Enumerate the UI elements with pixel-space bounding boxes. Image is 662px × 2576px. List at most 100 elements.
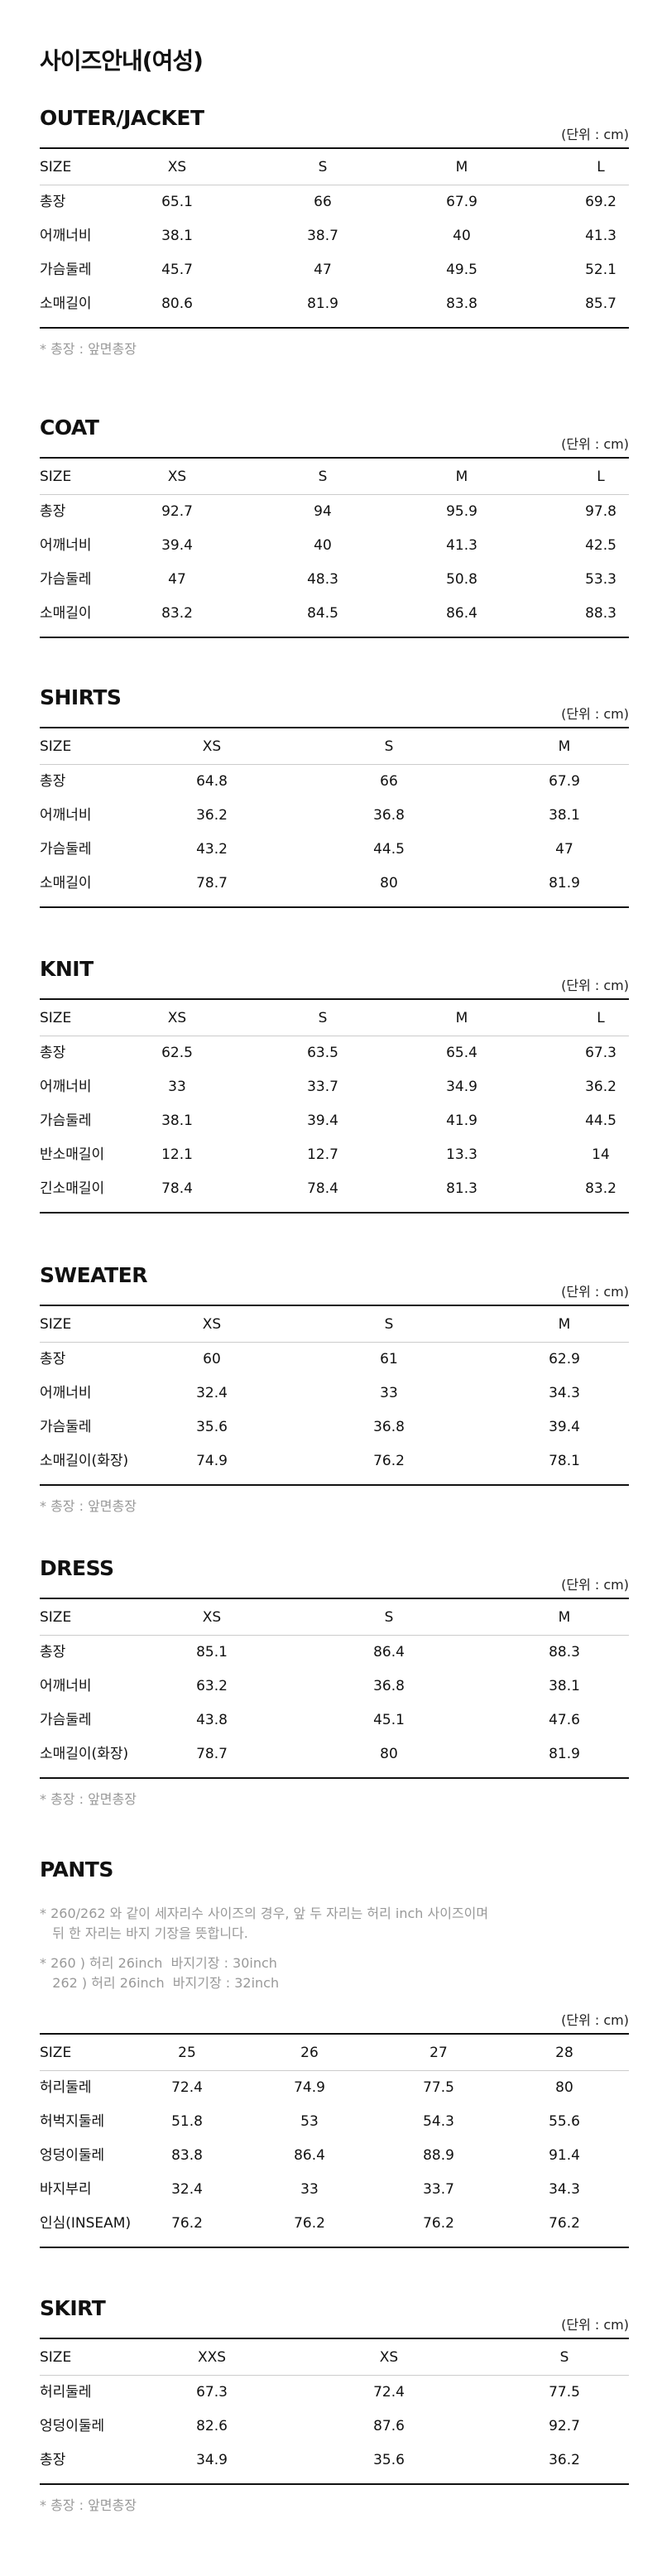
cell-value: 69.2: [585, 194, 616, 210]
row-label: 총장: [40, 194, 66, 210]
header-size: XS: [202, 1316, 222, 1333]
table-row: 소매길이(화장) 78.7 80 81.9: [40, 1737, 629, 1771]
cell-value: 94: [314, 503, 332, 520]
size-table: SIZE XXS XS S 허리둘레 67.3 72.4 77.5 엉덩이둘레 82.6 87.6 9…: [40, 2338, 629, 2485]
unit-label: (단위 : cm): [561, 436, 629, 452]
cell-value: 33: [168, 1079, 186, 1095]
header-size: S: [318, 469, 328, 485]
cell-value: 47: [168, 571, 186, 588]
cell-value: 41.9: [446, 1113, 477, 1129]
cell-value: 34.9: [446, 1079, 477, 1095]
cell-value: 80: [380, 875, 398, 892]
cell-value: 42.5: [585, 537, 616, 554]
cell-value: 87.6: [373, 2418, 405, 2434]
cell-value: 47.6: [549, 1712, 580, 1728]
section-title: KNIT: [40, 957, 94, 981]
unit-label: (단위 : cm): [561, 1284, 629, 1300]
header-size: 25: [178, 2045, 196, 2061]
cell-value: 74.9: [294, 2079, 325, 2096]
cell-value: 39.4: [161, 537, 193, 554]
header-size: XS: [379, 2349, 399, 2366]
cell-value: 77.5: [423, 2079, 454, 2096]
cell-value: 40: [453, 228, 471, 244]
size-table: SIZE XS S M 총장 64.8 66 67.9 어깨너비 36.2 36.8 38.1 가슴둘레…: [40, 727, 629, 908]
cell-value: 34.3: [549, 1385, 580, 1401]
table-row: 소매길이(화장) 74.9 76.2 78.1: [40, 1444, 629, 1478]
row-label: 엉덩이둘레: [40, 2418, 105, 2434]
table-row: 총장 62.5 63.5 65.4 67.3: [40, 1036, 629, 1070]
table-row: 엉덩이둘레 83.8 86.4 88.9 91.4: [40, 2139, 629, 2173]
cell-value: 67.9: [446, 194, 477, 210]
cell-value: 74.9: [196, 1453, 228, 1469]
table-row: 허리둘레 67.3 72.4 77.5: [40, 2376, 629, 2410]
cell-value: 81.3: [446, 1180, 477, 1197]
row-label: 허리둘레: [40, 2079, 92, 2096]
row-label: 소매길이(화장): [40, 1453, 129, 1469]
cell-value: 64.8: [196, 773, 228, 790]
cell-value: 76.2: [294, 2215, 325, 2232]
cell-value: 91.4: [549, 2147, 580, 2164]
unit-label: (단위 : cm): [561, 978, 629, 993]
cell-value: 47: [314, 262, 332, 278]
cell-value: 76.2: [373, 1453, 405, 1469]
size-table-section-knit: KNIT (단위 : cm) SIZE XS S M L 총장 62.5 63.5 65.4 67.3…: [40, 957, 629, 1214]
cell-value: 43.8: [196, 1712, 228, 1728]
cell-value: 85.1: [196, 1644, 228, 1660]
header-size: L: [597, 1010, 605, 1026]
header-size: 26: [300, 2045, 319, 2061]
row-label: 허리둘레: [40, 2384, 92, 2401]
cell-value: 54.3: [423, 2113, 454, 2130]
row-label: 어깨너비: [40, 1678, 92, 1694]
table-row: 가슴둘레 43.2 44.5 47: [40, 833, 629, 867]
cell-value: 43.2: [196, 841, 228, 858]
cell-value: 41.3: [585, 228, 616, 244]
table-row: 가슴둘레 43.8 45.1 47.6: [40, 1704, 629, 1737]
table-row: 총장 65.1 66 67.9 69.2: [40, 185, 629, 219]
table-row: 소매길이 80.6 81.9 83.8 85.7: [40, 287, 629, 321]
unit-label: (단위 : cm): [561, 706, 629, 722]
row-label: 어깨너비: [40, 1385, 92, 1401]
row-label: 가슴둘레: [40, 571, 92, 588]
row-label: 총장: [40, 503, 66, 520]
table-row: 소매길이 83.2 84.5 86.4 88.3: [40, 597, 629, 631]
footnote: * 총장 : 앞면총장: [40, 1498, 137, 1514]
size-table-section-dress: DRESS (단위 : cm) SIZE XS S M 총장 85.1 86.4 88.3 어깨너비…: [40, 1556, 629, 1809]
row-label: 가슴둘레: [40, 1419, 92, 1435]
row-label: 긴소매길이: [40, 1180, 105, 1197]
cell-value: 81.9: [549, 875, 580, 892]
cell-value: 80: [380, 1746, 398, 1762]
cell-value: 92.7: [549, 2418, 580, 2434]
header-size: M: [558, 738, 571, 755]
cell-value: 88.9: [423, 2147, 454, 2164]
cell-value: 38.1: [549, 807, 580, 824]
header-size: S: [318, 1010, 328, 1026]
section-title: SKIRT: [40, 2296, 106, 2320]
size-table-section-coat: COAT (단위 : cm) SIZE XS S M L 총장 92.7 94 95.9 97.8 어깨…: [40, 416, 629, 638]
header-size: S: [384, 1609, 394, 1626]
size-table: SIZE XS S M L 총장 92.7 94 95.9 97.8 어깨너비 39.4 40 41.3 4…: [40, 457, 629, 638]
cell-value: 78.4: [161, 1180, 193, 1197]
cell-value: 35.6: [373, 2452, 405, 2468]
cell-value: 81.9: [307, 296, 338, 312]
table-row: 어깨너비 33 33.7 34.9 36.2: [40, 1070, 629, 1104]
row-label: 어깨너비: [40, 1079, 92, 1095]
cell-value: 80.6: [161, 296, 193, 312]
cell-value: 83.2: [585, 1180, 616, 1197]
section-title: SWEATER: [40, 1263, 147, 1287]
cell-value: 32.4: [196, 1385, 228, 1401]
table-row: 바지부리 32.4 33 33.7 34.3: [40, 2173, 629, 2207]
row-label: 어깨너비: [40, 228, 92, 244]
cell-value: 47: [555, 841, 573, 858]
row-label: 가슴둘레: [40, 1113, 92, 1129]
header-size: M: [455, 1010, 468, 1026]
size-table-section-sweater: SWEATER (단위 : cm) SIZE XS S M 총장 60 61 62.9 어깨너비 32…: [40, 1263, 629, 1516]
table-row: 반소매길이 12.1 12.7 13.3 14: [40, 1138, 629, 1172]
cell-value: 33: [380, 1385, 398, 1401]
cell-value: 62.5: [161, 1045, 193, 1061]
header-size: 27: [429, 2045, 448, 2061]
table-row: 총장 34.9 35.6 36.2: [40, 2444, 629, 2477]
table-row: 총장 60 61 62.9: [40, 1343, 629, 1377]
cell-value: 34.3: [549, 2181, 580, 2198]
header-label: SIZE: [40, 469, 72, 485]
footnote: * 총장 : 앞면총장: [40, 2497, 137, 2513]
